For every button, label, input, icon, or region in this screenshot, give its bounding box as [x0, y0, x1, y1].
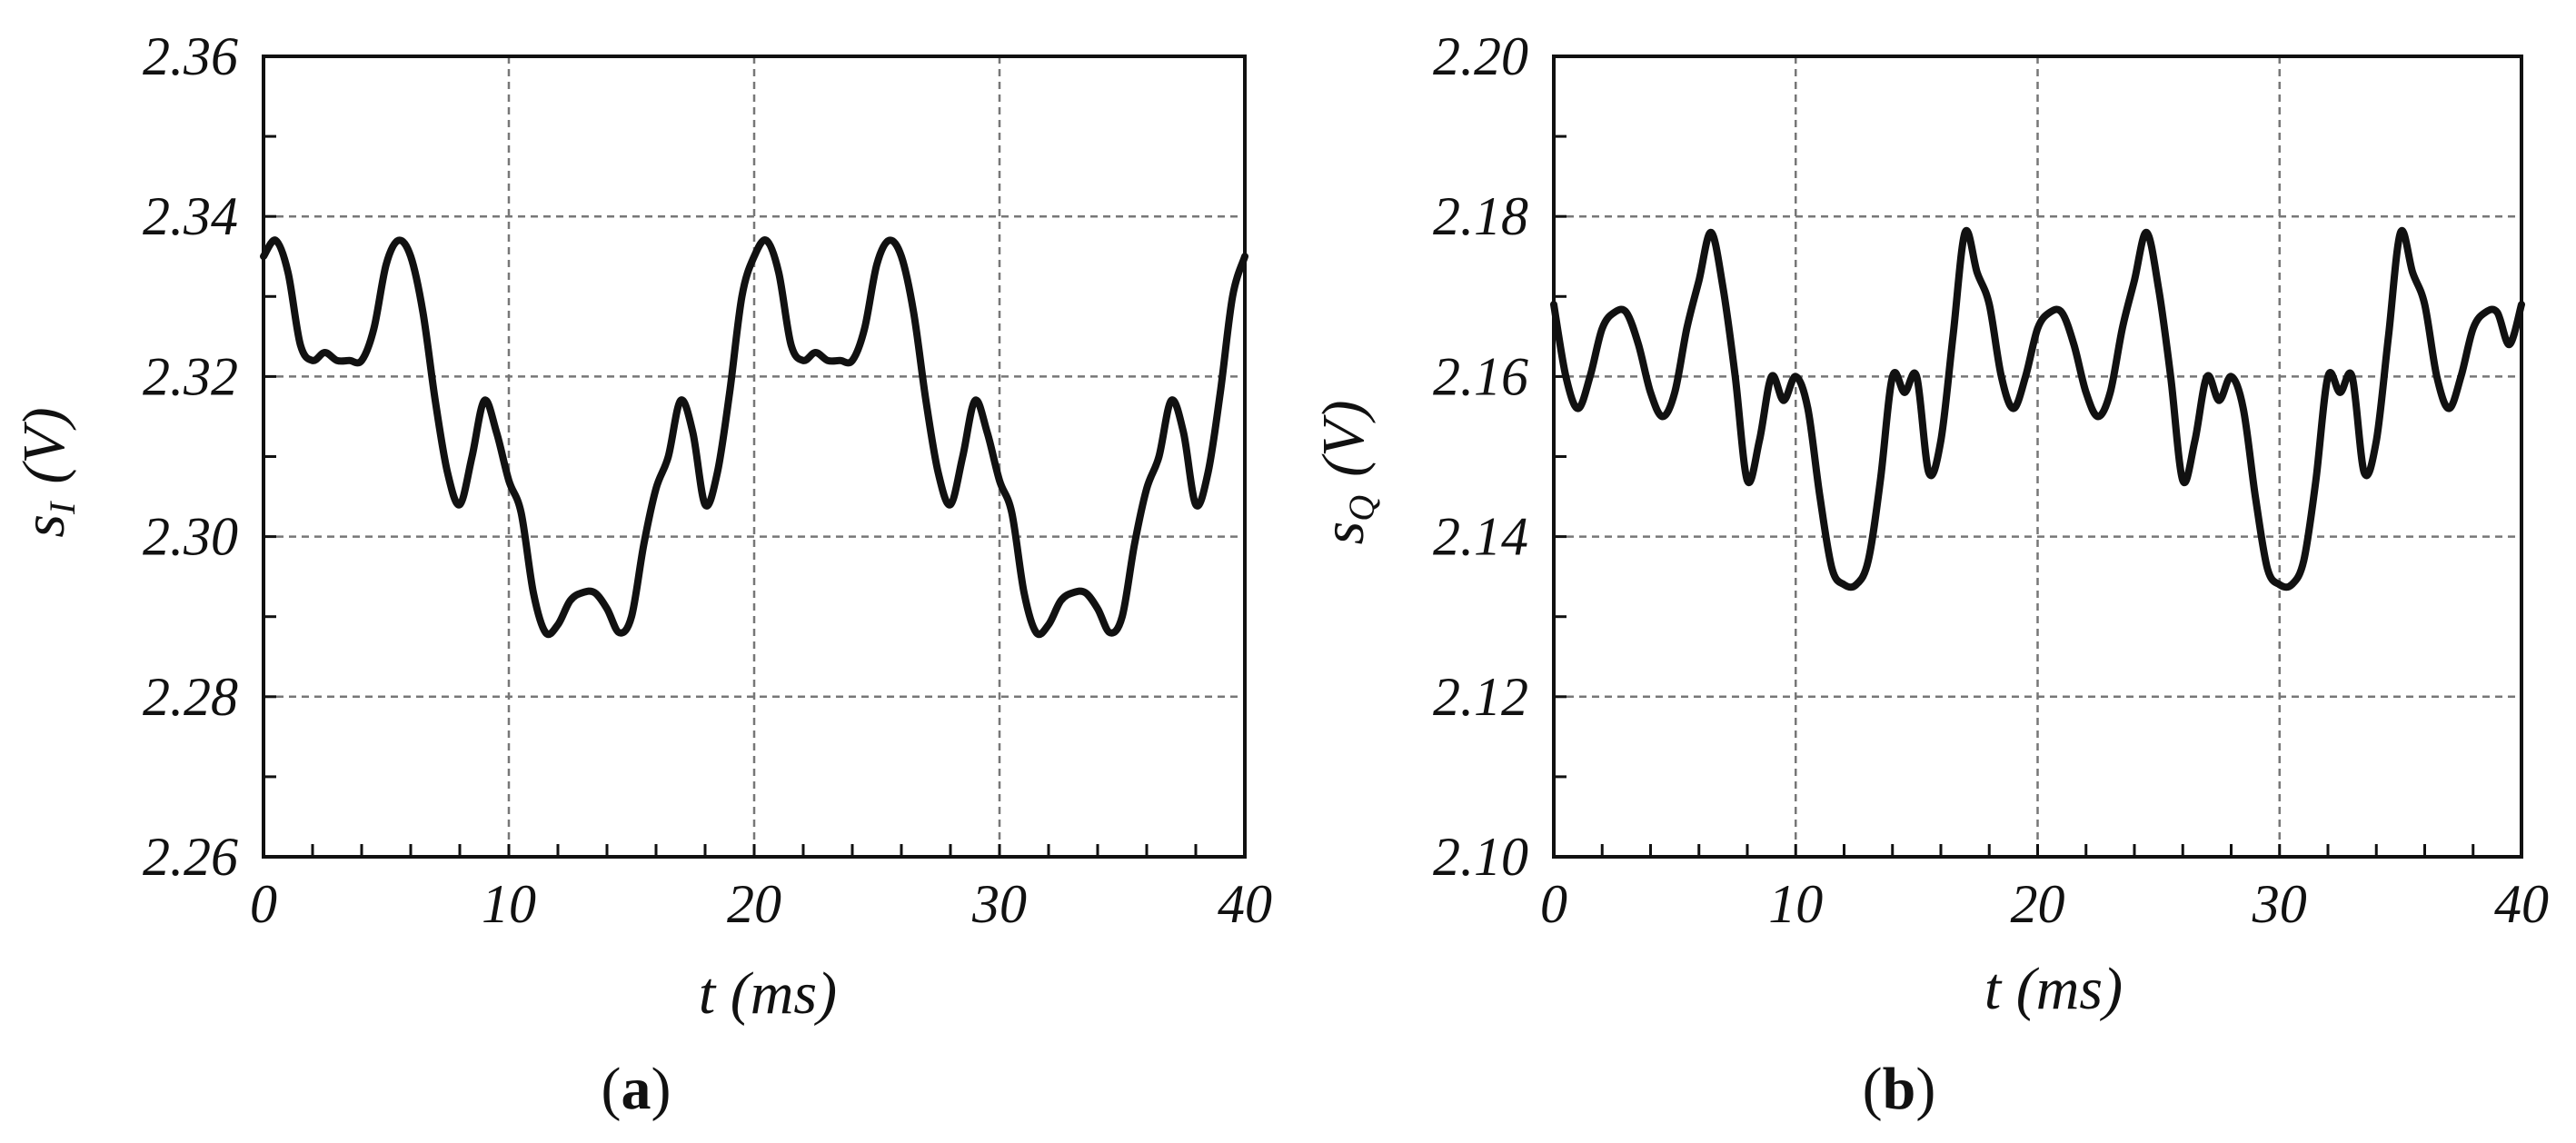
- y-axis-title-b: sQ (V): [1310, 401, 1382, 545]
- y-tick-label-b: 2.18: [1433, 186, 1528, 246]
- y-tick-label-b: 2.14: [1433, 507, 1528, 567]
- x-tick-label-b: 0: [1540, 874, 1567, 934]
- x-tick-label-b: 40: [2494, 874, 2549, 934]
- series-line-b: [1550, 226, 2525, 591]
- grid-b: [1554, 56, 2521, 857]
- series-line-a: [260, 236, 1248, 639]
- x-axis-unit-a: (ms): [731, 960, 837, 1027]
- y-tick-label-b: 2.16: [1433, 346, 1528, 406]
- y-axis-unit-a: (V): [11, 407, 77, 483]
- xtick-labels-a: 0 10 20 30 40: [250, 874, 1272, 934]
- x-tick-label-a: 10: [482, 874, 536, 934]
- x-tick-label-b: 10: [1768, 874, 1823, 934]
- y-axis-subscript-a: I: [42, 501, 83, 515]
- panel-label-b: (b): [1863, 1056, 1936, 1122]
- y-tick-label-b: 2.10: [1433, 827, 1528, 887]
- y-tick-label-a: 2.36: [143, 26, 238, 86]
- y-tick-label-a: 2.30: [143, 507, 238, 567]
- x-tick-label-a: 40: [1218, 874, 1272, 934]
- x-axis-symbol-b: t: [1984, 956, 2003, 1022]
- x-tick-label-b: 30: [2252, 874, 2307, 934]
- panel-a: 2.36 2.34 2.32 2.30 2.28 2.26 0 10 20 30 40 t (ms…: [11, 26, 1272, 1122]
- y-tick-label-a: 2.28: [143, 667, 238, 727]
- panel-b: 2.20 2.18 2.16 2.14 2.12 2.10 0 10 20 30 40 t (ms…: [1310, 26, 2549, 1122]
- y-tick-label-a: 2.32: [143, 346, 238, 406]
- y-tick-label-b: 2.12: [1433, 667, 1528, 727]
- x-axis-title-a: t (ms): [699, 960, 837, 1027]
- y-tick-label-a: 2.26: [143, 827, 238, 887]
- plot-frame-a: [262, 55, 1247, 859]
- x-tick-label-a: 20: [727, 874, 781, 934]
- x-axis-unit-b: (ms): [2016, 956, 2123, 1022]
- x-axis-title-b: t (ms): [1984, 956, 2123, 1022]
- y-axis-unit-b: (V): [1310, 401, 1377, 477]
- y-tick-label-a: 2.34: [143, 186, 238, 246]
- ytick-labels-b: 2.20 2.18 2.16 2.14 2.12 2.10: [1433, 26, 1528, 887]
- x-tick-label-a: 0: [250, 874, 277, 934]
- plot-frame-b: [1552, 55, 2523, 859]
- grid-a: [264, 56, 1245, 857]
- y-tick-label-b: 2.20: [1433, 26, 1528, 86]
- x-tick-label-a: 30: [971, 874, 1027, 934]
- y-axis-symbol-a: s: [11, 514, 77, 538]
- y-axis-symbol-b: s: [1310, 522, 1377, 545]
- x-axis-symbol-a: t: [699, 960, 717, 1027]
- panel-label-a: (a): [602, 1056, 671, 1122]
- x-tick-label-b: 20: [2011, 874, 2065, 934]
- ytick-labels-a: 2.36 2.34 2.32 2.30 2.28 2.26: [143, 26, 238, 887]
- xtick-labels-b: 0 10 20 30 40: [1540, 874, 2549, 934]
- y-axis-subscript-b: Q: [1341, 495, 1382, 522]
- y-axis-title-a: sI (V): [11, 407, 83, 537]
